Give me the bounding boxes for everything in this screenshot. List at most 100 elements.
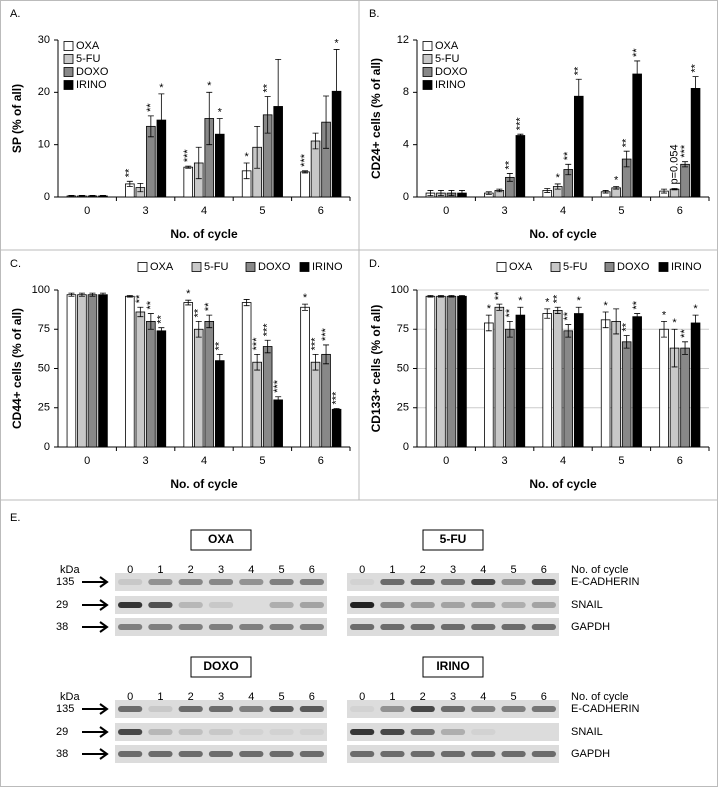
significance: ** <box>145 300 157 309</box>
lane-label: 3 <box>450 564 456 576</box>
y-tick-label: 75 <box>38 323 50 335</box>
bar <box>262 346 273 448</box>
bar <box>632 316 642 448</box>
blot-band <box>299 624 324 630</box>
bar <box>183 302 194 448</box>
error-bar <box>661 188 668 194</box>
error-bar <box>68 195 75 197</box>
lane-label: 3 <box>218 564 224 576</box>
significance: * <box>662 309 667 321</box>
blot-band <box>531 706 556 712</box>
bar <box>156 330 167 448</box>
lane-label: 0 <box>127 691 133 703</box>
lane-label: 3 <box>218 691 224 703</box>
error-bar <box>661 321 668 338</box>
error-bar <box>623 150 630 168</box>
blot-strip <box>347 723 559 741</box>
error-bar <box>496 303 503 311</box>
legend-label: OXA <box>150 261 174 273</box>
significance: * <box>614 174 619 186</box>
blot-band <box>471 729 496 735</box>
error-bar <box>544 308 551 319</box>
significance: *** <box>251 337 263 351</box>
error-bar <box>565 324 572 338</box>
error-bar <box>517 306 524 324</box>
error-bar <box>485 314 492 332</box>
error-bar <box>575 78 582 114</box>
significance: ** <box>689 63 701 72</box>
error-bar <box>195 146 202 180</box>
blot-band <box>440 602 466 608</box>
bar <box>659 328 669 448</box>
blot-band <box>350 751 375 757</box>
error-bar <box>137 182 144 193</box>
error-bar <box>554 306 561 314</box>
legend-label: 5-FU <box>76 53 101 65</box>
blot-band <box>471 579 496 585</box>
error-bar <box>302 170 309 174</box>
protein-label: GAPDH <box>571 748 610 760</box>
error-bar <box>99 292 106 297</box>
error-bar <box>634 313 641 321</box>
error-bar <box>575 306 582 321</box>
blot-band <box>148 579 173 585</box>
y-tick-label: 100 <box>391 284 409 296</box>
size-label: 29 <box>56 599 68 611</box>
significance: * <box>207 80 212 92</box>
x-tick-label: 4 <box>560 455 566 467</box>
treatment-label: IRINO <box>436 659 469 673</box>
panel-label: C. <box>10 258 21 270</box>
blot-band <box>118 751 143 757</box>
significance: * <box>218 106 223 118</box>
bar <box>241 302 252 448</box>
blot-band <box>269 751 294 757</box>
blot-band <box>208 624 234 630</box>
significance: ** <box>504 308 516 317</box>
blot-band <box>208 706 234 712</box>
significance: ** <box>145 103 157 112</box>
protein-label: E-CADHERIN <box>571 703 640 715</box>
blot-band <box>531 624 556 630</box>
protein-label: SNAIL <box>571 726 603 738</box>
arrow <box>82 621 109 633</box>
significance: * <box>545 297 550 309</box>
significance: ** <box>193 308 205 317</box>
significance: *** <box>330 391 342 405</box>
legend-swatch <box>496 262 507 272</box>
error-bar <box>448 295 455 298</box>
bar <box>98 294 108 448</box>
error-bar <box>147 115 154 138</box>
lane-label: 5 <box>279 691 285 703</box>
bar <box>484 322 494 448</box>
significance: ** <box>679 329 691 338</box>
lane-label: 1 <box>389 691 395 703</box>
error-bar <box>254 125 261 169</box>
blot-band <box>299 729 324 735</box>
lane-label: 2 <box>188 691 194 703</box>
blot-band <box>350 579 375 585</box>
error-bar <box>554 183 561 190</box>
bar <box>193 328 204 448</box>
blot-band <box>380 751 405 757</box>
blot-band <box>380 624 405 630</box>
error-bar <box>243 299 250 307</box>
significance: *** <box>299 153 311 167</box>
lane-label: 4 <box>480 564 486 576</box>
x-axis-label: No. of cycle <box>170 477 238 491</box>
blot-band <box>208 729 234 735</box>
blot-band <box>269 579 294 585</box>
bar <box>321 353 331 448</box>
blot-band <box>148 751 173 757</box>
y-tick-label: 25 <box>38 402 50 414</box>
significance: * <box>159 82 164 94</box>
bar <box>690 88 701 198</box>
y-tick-label: 50 <box>397 362 409 374</box>
arrow <box>82 599 109 611</box>
blot-band <box>148 706 173 712</box>
bar <box>680 163 690 198</box>
blot-band <box>178 706 203 712</box>
panel-label: D. <box>369 258 380 270</box>
x-tick-label: 3 <box>143 205 149 217</box>
error-bar <box>206 314 213 329</box>
